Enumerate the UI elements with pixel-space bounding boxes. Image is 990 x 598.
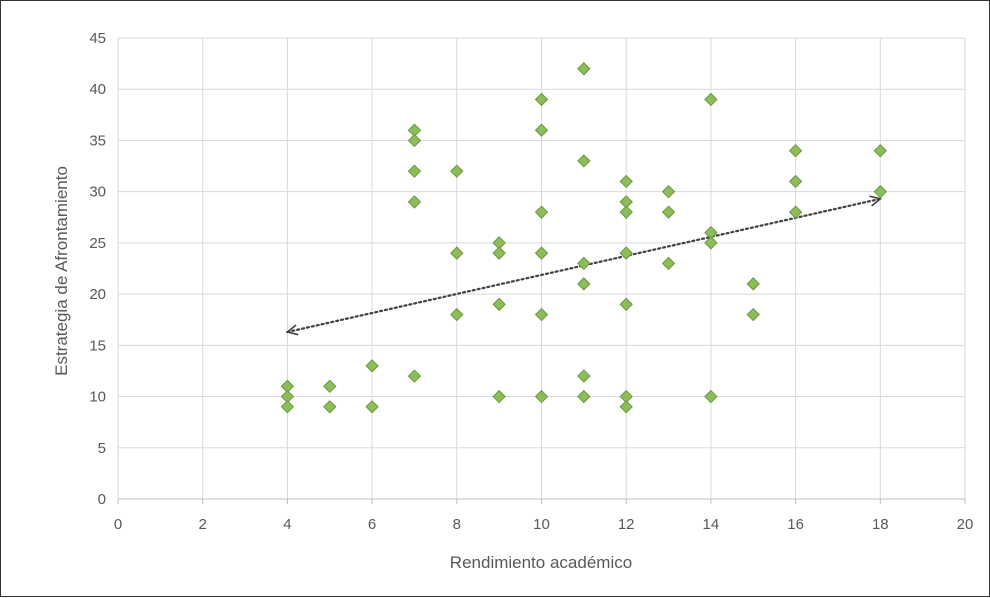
x-tick-label: 6 — [368, 516, 376, 533]
y-tick-label: 30 — [89, 184, 106, 201]
data-point — [450, 246, 464, 260]
x-tick-label: 14 — [703, 516, 720, 533]
data-point — [280, 400, 295, 414]
data-point — [323, 379, 337, 394]
x-tick-label: 0 — [114, 516, 122, 533]
y-tick-label: 35 — [89, 132, 106, 149]
data-point — [873, 184, 888, 199]
y-tick-label: 45 — [89, 30, 106, 47]
data-point — [619, 246, 633, 260]
data-point — [661, 205, 676, 219]
data-point — [534, 307, 549, 322]
data-point — [492, 389, 506, 404]
y-tick-label: 10 — [89, 389, 106, 406]
data-point — [365, 400, 379, 414]
data-point — [661, 256, 676, 271]
y-tick-label: 40 — [89, 81, 106, 98]
data-point — [407, 369, 422, 383]
x-tick-label: 10 — [533, 516, 550, 533]
trend-arrow — [285, 195, 883, 336]
axes — [117, 38, 966, 504]
y-tick-label: 0 — [98, 491, 106, 508]
data-point — [788, 205, 803, 219]
x-tick-label: 18 — [872, 516, 889, 533]
x-tick-label: 20 — [957, 516, 974, 533]
data-point — [704, 92, 718, 107]
data-point — [619, 205, 633, 219]
data-point — [492, 297, 506, 312]
data-points — [280, 62, 888, 414]
x-axis-title: Rendimiento académico — [450, 553, 632, 572]
y-tick-label: 20 — [89, 286, 106, 303]
data-point — [323, 400, 337, 414]
x-tick-label: 4 — [283, 516, 291, 533]
data-point — [577, 62, 591, 76]
x-tick-label: 12 — [618, 516, 635, 533]
data-point — [365, 359, 379, 373]
data-point — [619, 400, 633, 414]
data-point — [407, 164, 422, 178]
data-point — [407, 195, 422, 209]
y-tick-label: 25 — [89, 235, 106, 252]
data-point — [450, 164, 464, 178]
data-point — [577, 277, 591, 291]
y-tick-label: 15 — [89, 337, 106, 354]
data-point — [788, 143, 803, 158]
data-point — [619, 297, 633, 312]
data-point — [534, 389, 549, 404]
y-tick-label: 5 — [98, 440, 106, 457]
data-point — [873, 143, 888, 158]
tick-labels: 0 5 10 15 20 25 30 35 40 45 0 2 4 6 8 10 12 14 16 18 20 — [89, 30, 973, 533]
data-point — [788, 174, 803, 189]
data-point — [407, 133, 422, 148]
data-point — [704, 389, 718, 404]
data-point — [534, 123, 549, 137]
gridlines — [118, 37, 966, 499]
data-point — [746, 277, 760, 291]
x-tick-label: 16 — [787, 516, 804, 533]
data-point — [661, 184, 676, 199]
data-point — [534, 92, 549, 107]
data-point — [577, 256, 591, 271]
data-point — [577, 154, 591, 168]
y-axis-title: Estrategia de Afrontamiento — [52, 166, 71, 376]
data-point — [577, 369, 591, 383]
trendline-layer — [285, 195, 883, 336]
data-point — [704, 236, 718, 250]
data-point — [534, 205, 549, 219]
data-point — [534, 246, 549, 260]
data-point — [492, 246, 506, 260]
x-tick-label: 8 — [453, 516, 461, 533]
data-point — [619, 174, 633, 189]
data-point — [746, 307, 760, 322]
x-tick-label: 2 — [199, 516, 207, 533]
data-point — [450, 307, 464, 322]
data-point — [577, 389, 591, 404]
